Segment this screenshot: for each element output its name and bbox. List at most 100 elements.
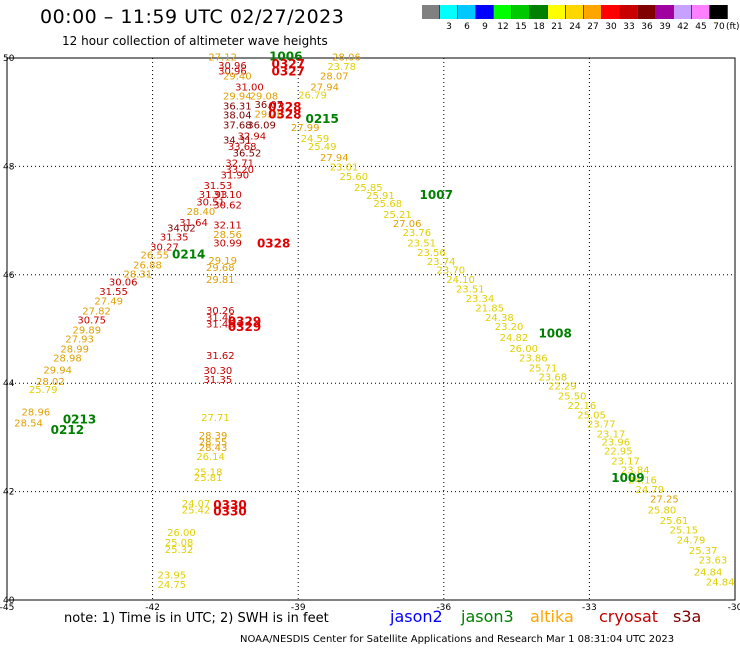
legend-label: 42 (677, 22, 689, 32)
wave-height-label: 25.08 (165, 538, 194, 549)
wave-height-label: 31.62 (206, 351, 235, 362)
legend-swatch (440, 5, 458, 19)
wave-height-label: 24.84 (706, 577, 735, 588)
lat-tick-label: 50 (3, 54, 15, 64)
wave-height-label: 28.31 (123, 270, 152, 281)
wave-height-label: 37.68 (223, 120, 252, 131)
wave-height-label: 24.59 (301, 134, 330, 145)
wave-height-label: 30.06 (109, 278, 138, 289)
wave-height-label: 25.61 (660, 516, 689, 527)
legend-label: 24 (569, 22, 581, 32)
legend-swatch (638, 5, 656, 19)
wave-height-label: 28.54 (14, 419, 43, 430)
wave-height-label: 34.31 (223, 136, 252, 147)
wave-height-label: 29.89 (73, 325, 102, 336)
lat-tick-label: 48 (3, 162, 15, 172)
wave-height-label: 23.84 (621, 466, 650, 477)
legend-label: 9 (482, 22, 488, 32)
wave-height-label: 28.99 (60, 344, 89, 355)
wave-height-label: 30.96 (218, 61, 247, 72)
legend-swatch (566, 5, 584, 19)
wave-height-label: 31.90 (221, 170, 250, 181)
wave-height-label: 25.60 (339, 172, 368, 183)
legend-label: 33 (623, 22, 635, 32)
legend-swatch (692, 5, 710, 19)
lon-tick-label: -42 (145, 603, 160, 613)
lon-tick-label: -39 (291, 603, 306, 613)
satellite-jason3: jason3 (461, 607, 514, 626)
wave-height-label: 23.96 (602, 438, 631, 449)
legend-swatch (458, 5, 476, 19)
legend-swatch (422, 5, 440, 19)
legend-swatch (620, 5, 638, 19)
legend-swatch (548, 5, 566, 19)
wave-height-label: 27.25 (650, 494, 679, 505)
wave-height-label: 29.94 (43, 365, 72, 376)
wave-height-label: 28.06 (332, 53, 361, 64)
wave-height-label: 28.43 (199, 443, 228, 454)
legend-label: 39 (659, 22, 671, 32)
chart-title: 00:00 – 11:59 UTC 02/27/2023 (40, 6, 345, 28)
wave-height-label: 27.99 (291, 123, 320, 134)
wave-height-label: 22.95 (604, 447, 633, 458)
legend-label: 21 (551, 22, 563, 32)
wave-height-label: 24.79 (636, 485, 665, 496)
wave-height-label: 27.93 (65, 335, 94, 346)
wave-height-label: 25.91 (366, 191, 395, 202)
wave-height-label: 24.38 (485, 313, 514, 324)
wave-height-label: 24.16 (628, 475, 657, 486)
wave-height-label: 28.40 (187, 207, 216, 218)
footer-credit: NOAA/NESDIS Center for Satellite Applica… (240, 634, 675, 645)
wave-height-label: 27.94 (310, 83, 339, 94)
wave-height-label: 29.94 (223, 92, 252, 103)
time-label: 0328 (268, 108, 301, 122)
time-label: 1009 (611, 471, 644, 485)
wave-height-label: 23.17 (597, 429, 626, 440)
time-label: 0329 (228, 315, 261, 329)
color-scale-legend: 3 6 9 12 15 18 21 24 27 30 33 36 39 42 45 70 (ft) (422, 5, 740, 35)
satellite-s3a: s3a (673, 607, 702, 626)
wave-height-label: 32.94 (238, 131, 267, 142)
wave-height-label: 23.56 (417, 248, 446, 259)
wave-height-label: 30.30 (204, 366, 233, 377)
wave-height-label: 25.18 (194, 467, 223, 478)
wave-height-label: 29.40 (223, 72, 252, 83)
wave-height-label: 23.77 (587, 420, 616, 431)
wave-height-label: 23.95 (157, 570, 186, 581)
wave-height-label: 31.00 (235, 83, 264, 94)
wave-height-label: 30.96 (218, 66, 247, 77)
time-label: 0212 (51, 423, 84, 437)
wave-height-label: 25.42 (182, 505, 211, 516)
wave-height-label: 23.51 (456, 285, 485, 296)
wave-height-label: 31.10 (213, 190, 242, 201)
legend-label: 3 (446, 22, 452, 32)
wave-height-label: 23.63 (699, 556, 728, 567)
wave-height-label: 24.10 (446, 275, 475, 286)
legend-swatch (656, 5, 674, 19)
legend-swatch (602, 5, 620, 19)
wave-height-label: 24.82 (500, 333, 529, 344)
time-label: 0329 (228, 320, 261, 334)
wave-height-label: 29.08 (250, 92, 279, 103)
wave-height-label: 25.49 (308, 142, 337, 153)
wave-height-label: 23.51 (407, 239, 436, 250)
wave-height-label: 28.56 (213, 230, 242, 241)
wave-height-label: 30.27 (150, 242, 179, 253)
wave-height-label: 25.05 (577, 410, 606, 421)
time-label: 1008 (538, 327, 571, 341)
wave-height-label: 29.26 (255, 110, 284, 121)
time-label: 0328 (268, 100, 301, 114)
lat-tick-label: 44 (3, 379, 15, 389)
wave-height-label: 31.64 (179, 218, 208, 229)
wave-height-label: 23.74 (427, 257, 456, 268)
legend-swatch (674, 5, 692, 19)
legend-unit: (ft) (726, 22, 740, 32)
wave-height-label: 34.02 (167, 223, 196, 234)
wave-height-label: 25.79 (29, 385, 58, 396)
wave-height-label: 29.68 (206, 263, 235, 274)
lon-tick-label: -30 (728, 603, 740, 613)
wave-height-label: 22.16 (568, 401, 597, 412)
wave-height-label: 31.55 (99, 287, 128, 298)
